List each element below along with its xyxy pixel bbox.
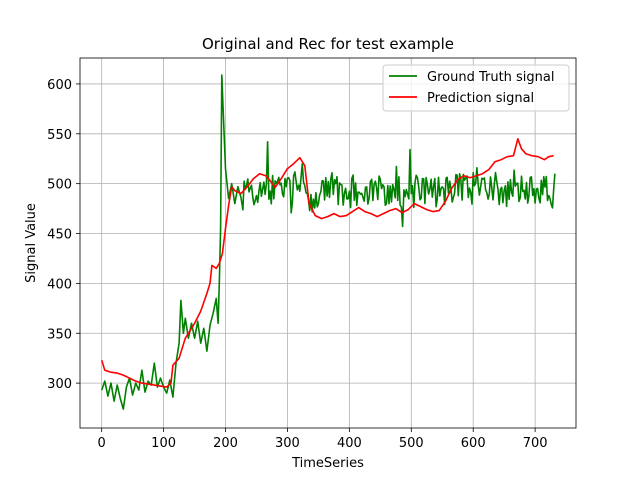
x-axis-label: TimeSeries bbox=[291, 456, 364, 471]
y-axis-label: Signal Value bbox=[24, 203, 39, 283]
legend: Ground Truth signal Prediction signal bbox=[382, 64, 570, 112]
x-tick-label: 700 bbox=[523, 436, 548, 451]
series-line-prediction bbox=[100, 138, 554, 388]
legend-box bbox=[382, 64, 570, 112]
y-tick-label: 600 bbox=[47, 78, 72, 93]
plot-frame bbox=[79, 57, 577, 429]
axis-ticks: 0 100 200 300 400 500 600 700 300 350 400 450 500 550… bbox=[47, 78, 547, 451]
series-line-ground-truth bbox=[100, 74, 556, 410]
y-tick-label: 300 bbox=[47, 377, 72, 392]
y-tick-label: 350 bbox=[47, 327, 72, 342]
x-tick-label: 200 bbox=[213, 436, 238, 451]
x-tick-label: 500 bbox=[399, 436, 424, 451]
x-tick-label: 600 bbox=[461, 436, 486, 451]
chart-title: Original and Rec for test example bbox=[202, 35, 454, 53]
legend-label-ground-truth: Ground Truth signal bbox=[427, 70, 555, 85]
x-tick-label: 100 bbox=[151, 436, 176, 451]
x-tick-label: 300 bbox=[275, 436, 300, 451]
y-tick-label: 450 bbox=[47, 228, 72, 243]
y-tick-label: 500 bbox=[47, 178, 72, 193]
y-tick-label: 400 bbox=[47, 277, 72, 292]
x-tick-label: 400 bbox=[337, 436, 362, 451]
legend-label-prediction: Prediction signal bbox=[427, 91, 534, 106]
x-tick-label: 0 bbox=[98, 436, 106, 451]
y-tick-label: 550 bbox=[47, 128, 72, 143]
series-layer bbox=[100, 74, 556, 410]
